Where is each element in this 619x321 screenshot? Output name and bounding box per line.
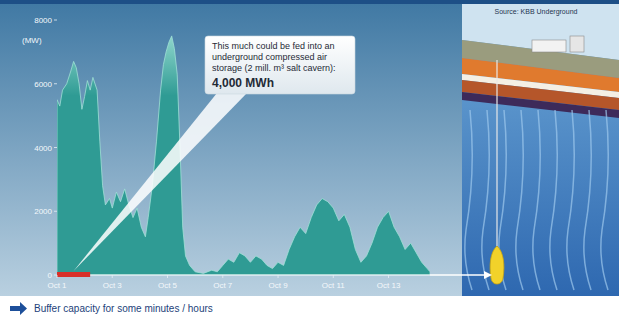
x-tick-label: Oct 11 bbox=[322, 281, 346, 290]
annotation-line: underground compressed air bbox=[212, 52, 327, 62]
footer-arrow bbox=[10, 302, 27, 315]
chart-background bbox=[0, 0, 619, 296]
chart-root: Source: KBB Underground 0 2000 4000 6000 8000… bbox=[0, 0, 619, 321]
plant-building bbox=[570, 36, 584, 52]
callout-pointer bbox=[74, 93, 247, 271]
rock-layer bbox=[462, 92, 619, 118]
salt-texture bbox=[516, 110, 523, 290]
salt-texture bbox=[550, 110, 557, 290]
callout-box bbox=[205, 36, 355, 94]
area-series bbox=[57, 36, 430, 275]
y-tick bbox=[54, 147, 57, 148]
salt-cavern bbox=[490, 246, 504, 284]
y-tick-label: 0 bbox=[48, 271, 53, 280]
x-tick-label: Oct 13 bbox=[377, 281, 401, 290]
x-tick-label: Oct 1 bbox=[47, 281, 67, 290]
salt-texture bbox=[584, 110, 591, 290]
plant-building bbox=[532, 40, 566, 52]
annotation-line: storage (2 mill. m³ salt cavern): bbox=[212, 63, 336, 73]
borehole bbox=[496, 60, 497, 246]
y-tick bbox=[54, 211, 57, 212]
illustration bbox=[462, 4, 619, 296]
x-tick bbox=[112, 275, 113, 278]
x-tick-label: Oct 3 bbox=[103, 281, 123, 290]
y-tick bbox=[54, 20, 57, 21]
annotation-line: This much could be fed into an bbox=[212, 41, 335, 51]
x-tick bbox=[388, 275, 389, 278]
arrow-line bbox=[430, 274, 485, 276]
footer-band bbox=[0, 296, 619, 321]
callout: This much could be fed into anundergroun… bbox=[205, 36, 355, 94]
x-tick bbox=[278, 275, 279, 278]
arrow-head bbox=[484, 271, 492, 279]
x-tick bbox=[167, 275, 168, 278]
x-tick-label: Oct 9 bbox=[268, 281, 288, 290]
salt-texture bbox=[482, 110, 489, 290]
source-label: Source: KBB Underground bbox=[495, 8, 578, 16]
salt-texture bbox=[533, 110, 540, 290]
salt-texture bbox=[465, 110, 472, 290]
y-tick bbox=[54, 83, 57, 84]
storage-span bbox=[57, 272, 90, 277]
salt-layer bbox=[462, 4, 619, 296]
x-tick bbox=[57, 275, 58, 278]
plot-area bbox=[57, 36, 430, 275]
top-stripe bbox=[0, 0, 619, 4]
salt-texture bbox=[567, 110, 574, 290]
y-tick-label: 2000 bbox=[34, 207, 52, 216]
caption: Buffer capacity for some minutes / hours bbox=[34, 303, 213, 314]
annotation-text: This much could be fed into anundergroun… bbox=[212, 41, 336, 73]
annotation-value: 4,000 MWh bbox=[212, 76, 274, 90]
x-tick bbox=[333, 275, 334, 278]
y-tick bbox=[54, 275, 57, 276]
x-tick-label: Oct 7 bbox=[213, 281, 233, 290]
y-tick-label: 8000 bbox=[34, 16, 52, 25]
y-tick-label: 4000 bbox=[34, 144, 52, 153]
y-axis-label: (MW) bbox=[22, 36, 42, 45]
salt-texture bbox=[601, 110, 608, 290]
x-tick bbox=[222, 275, 223, 278]
x-tick-label: Oct 5 bbox=[158, 281, 178, 290]
x-axis-line bbox=[57, 275, 430, 276]
y-tick-label: 6000 bbox=[34, 80, 52, 89]
